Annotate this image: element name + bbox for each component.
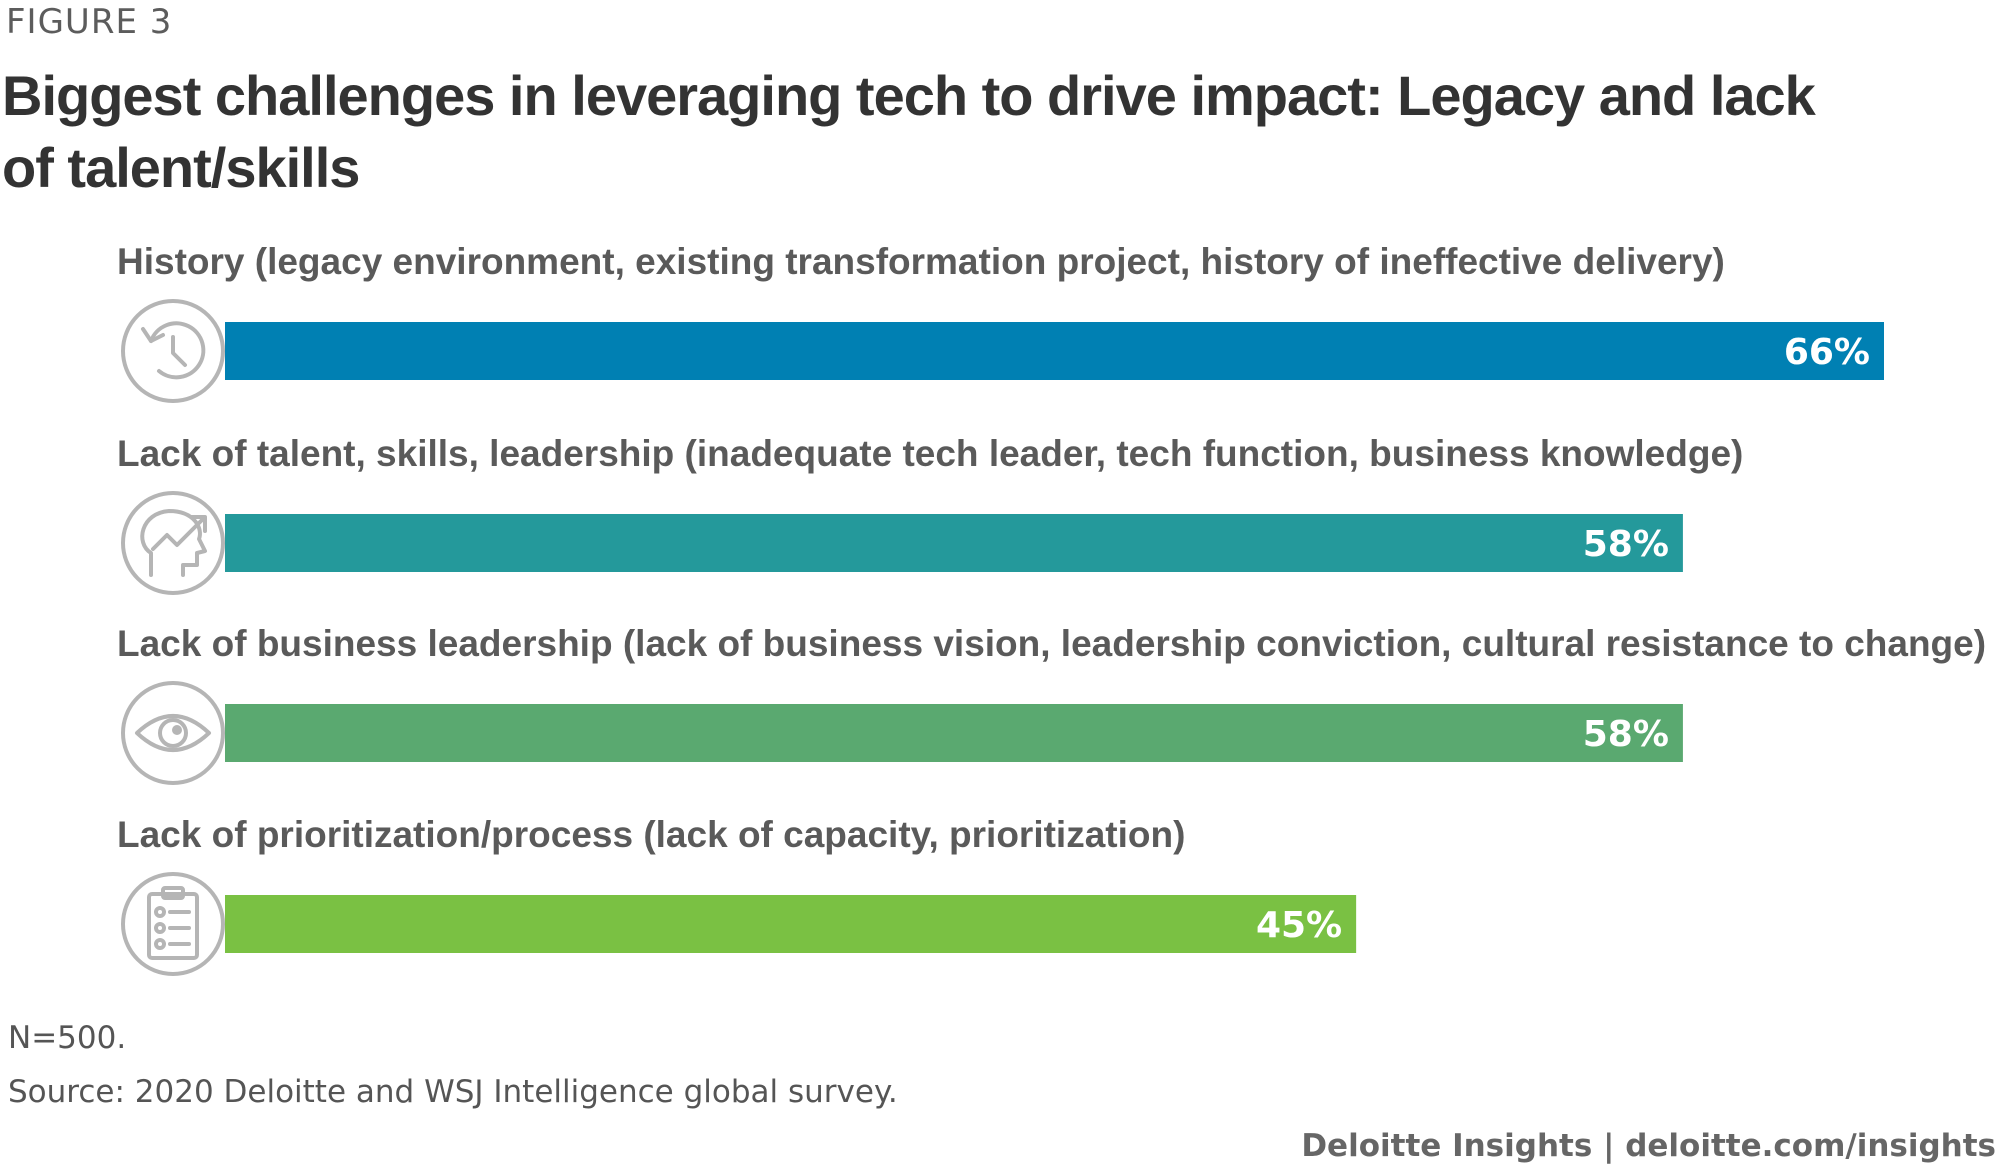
value-label: 66% — [1784, 332, 1870, 373]
category-label: History (legacy environment, existing tr… — [117, 241, 1725, 282]
category-label: Lack of prioritization/process (lack of … — [117, 814, 1185, 855]
chart-title: Biggest challenges in leveraging tech to… — [2, 64, 1816, 199]
bar — [225, 514, 1683, 572]
sample-size-note: N=500. — [8, 1020, 127, 1056]
source-note: Source: 2020 Deloitte and WSJ Intelligen… — [8, 1074, 898, 1110]
credit-line: Deloitte Insights | deloitte.com/insight… — [1301, 1128, 1996, 1164]
category-label: Lack of business leadership (lack of bus… — [117, 623, 1986, 664]
eye-icon — [121, 681, 225, 785]
checklist-icon — [121, 872, 225, 976]
bar-chart: History (legacy environment, existing tr… — [117, 241, 1986, 976]
history-icon — [121, 299, 225, 403]
bar — [225, 704, 1683, 762]
head-growth-icon — [121, 491, 225, 595]
figure-label: FIGURE 3 — [6, 2, 173, 42]
value-label: 58% — [1583, 714, 1669, 755]
value-label: 58% — [1583, 524, 1669, 565]
bar — [225, 895, 1357, 953]
category-label: Lack of talent, skills, leadership (inad… — [117, 433, 1743, 474]
bar — [225, 322, 1884, 380]
value-label: 45% — [1256, 905, 1342, 946]
